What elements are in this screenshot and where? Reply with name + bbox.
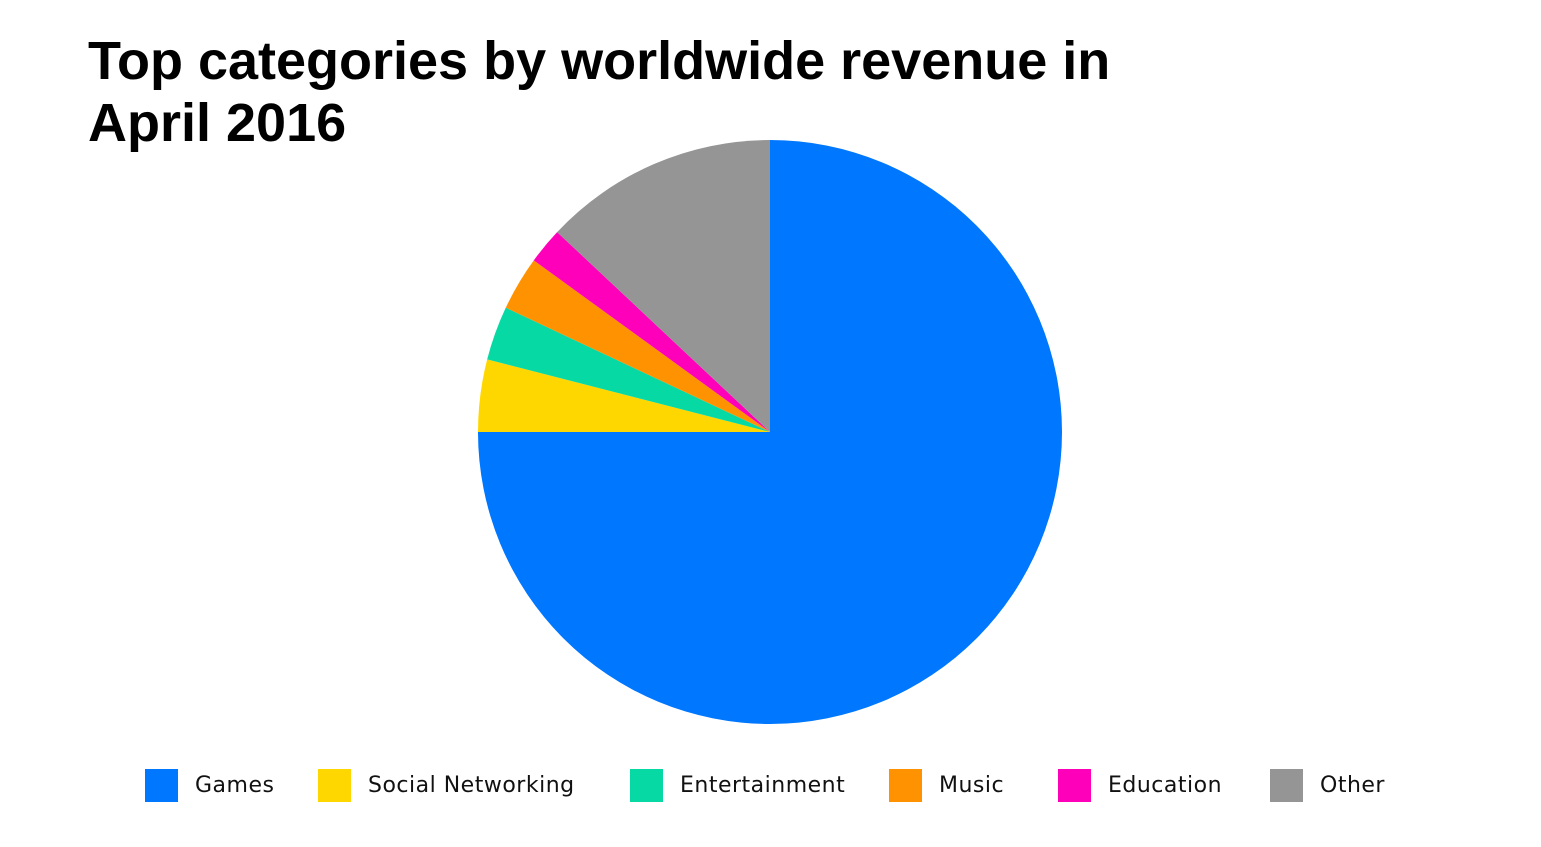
- chart-legend: Games Social Networking Entertainment Mu…: [0, 768, 1541, 804]
- legend-swatch-other: [1270, 768, 1303, 802]
- legend-swatch-music: [889, 768, 922, 802]
- legend-item-social-networking: Social Networking: [318, 768, 575, 802]
- legend-item-entertainment: Entertainment: [630, 768, 845, 802]
- legend-label-music: Music: [939, 772, 1005, 798]
- legend-label-social-networking: Social Networking: [368, 772, 575, 798]
- legend-swatch-social-networking: [318, 768, 351, 802]
- legend-item-music: Music: [889, 768, 1004, 802]
- chart-title: Top categories by worldwide revenue in A…: [88, 31, 1111, 153]
- legend-swatch-education: [1058, 768, 1091, 802]
- pie-slice-social-networking: [478, 359, 770, 432]
- legend-item-education: Education: [1058, 768, 1222, 802]
- pie-slice-education: [533, 232, 770, 432]
- legend-label-games: Games: [195, 772, 275, 798]
- legend-swatch-entertainment: [630, 768, 663, 802]
- legend-swatch-games: [145, 768, 178, 802]
- legend-label-entertainment: Entertainment: [680, 772, 846, 798]
- pie-slice-music: [505, 260, 770, 432]
- pie-slice-other: [557, 140, 770, 432]
- legend-item-games: Games: [145, 768, 274, 802]
- legend-item-other: Other: [1270, 768, 1385, 802]
- legend-label-education: Education: [1108, 772, 1223, 798]
- legend-label-other: Other: [1320, 772, 1385, 798]
- pie-slice-entertainment: [487, 307, 770, 432]
